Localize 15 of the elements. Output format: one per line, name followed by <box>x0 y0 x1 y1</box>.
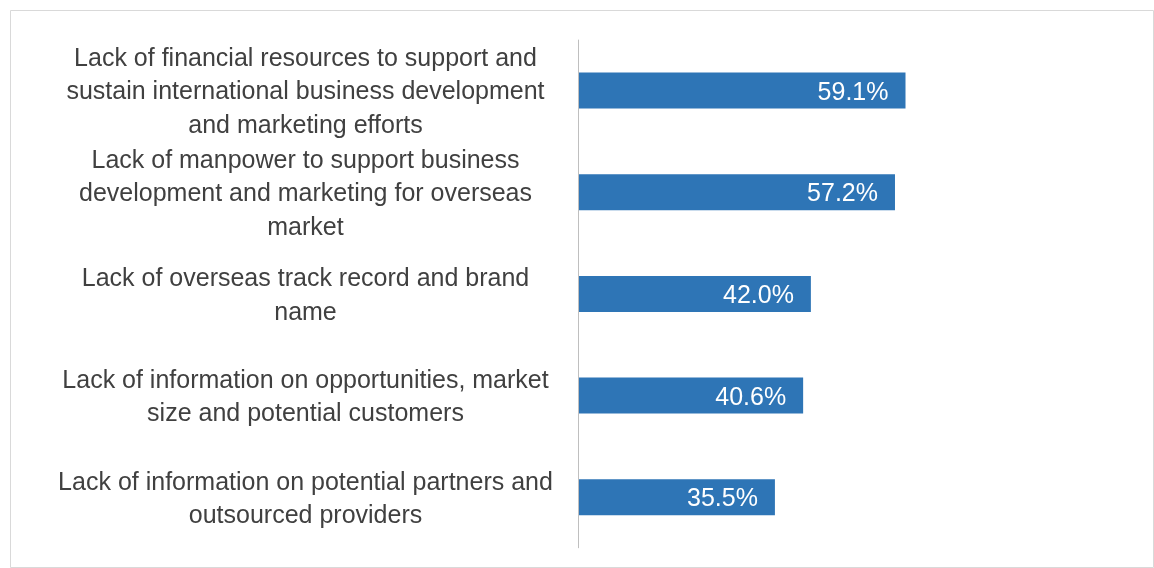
bar <box>578 275 811 312</box>
bar <box>578 72 906 109</box>
y-tick-label: Lack of information on opportunities, market size and potential customers <box>62 364 549 427</box>
bar <box>578 479 775 516</box>
data-label: 42.0% <box>723 279 794 308</box>
data-label: 35.5% <box>687 483 758 512</box>
bar <box>578 174 895 211</box>
y-tick-label: Lack of manpower to support business development and marketing for overseas market <box>78 144 533 240</box>
y-tick-label: Lack of overseas track record and brand name <box>81 263 530 325</box>
data-label: 59.1% <box>817 76 889 105</box>
data-label: 57.2% <box>807 178 878 207</box>
data-label: 40.6% <box>715 381 787 410</box>
y-tick-label: Lack of information on potential partners and outsourced providers <box>58 466 553 528</box>
y-tick-label: Lack of financial resources to support and sustain international business development and marketing efforts <box>66 43 545 138</box>
bar <box>578 377 804 414</box>
